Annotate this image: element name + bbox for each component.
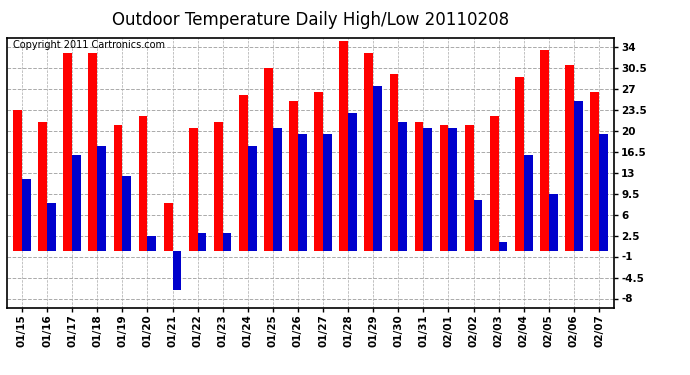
Bar <box>22 178 31 251</box>
Bar <box>490 116 499 251</box>
Bar <box>72 154 81 251</box>
Bar <box>574 100 583 250</box>
Bar <box>599 134 608 250</box>
Text: Outdoor Temperature Daily High/Low 20110208: Outdoor Temperature Daily High/Low 20110… <box>112 11 509 29</box>
Bar <box>524 154 533 251</box>
Bar <box>540 50 549 250</box>
Bar <box>424 128 432 250</box>
Bar <box>97 146 106 250</box>
Bar <box>364 53 373 250</box>
Bar <box>47 202 56 250</box>
Bar <box>373 86 382 251</box>
Bar <box>499 242 507 250</box>
Bar <box>298 134 307 250</box>
Bar <box>264 68 273 251</box>
Bar <box>339 40 348 251</box>
Bar <box>164 202 172 250</box>
Bar <box>63 53 72 250</box>
Bar <box>473 200 482 250</box>
Bar <box>13 110 22 251</box>
Bar <box>139 116 148 251</box>
Bar <box>189 128 197 250</box>
Bar <box>465 124 473 250</box>
Bar <box>549 194 558 250</box>
Bar <box>223 232 231 250</box>
Bar <box>197 232 206 250</box>
Bar <box>38 122 47 250</box>
Bar <box>590 92 599 251</box>
Bar <box>440 124 449 250</box>
Bar <box>348 112 357 251</box>
Bar <box>314 92 323 251</box>
Bar <box>289 100 298 250</box>
Bar <box>565 64 574 251</box>
Bar <box>448 128 457 250</box>
Bar <box>415 122 424 250</box>
Bar <box>214 122 223 250</box>
Bar <box>88 53 97 250</box>
Bar <box>148 236 156 250</box>
Text: Copyright 2011 Cartronics.com: Copyright 2011 Cartronics.com <box>13 40 165 50</box>
Bar <box>515 76 524 251</box>
Bar <box>273 128 282 250</box>
Bar <box>239 94 248 250</box>
Bar <box>172 251 181 290</box>
Bar <box>248 146 257 250</box>
Bar <box>122 176 131 250</box>
Bar <box>398 122 407 250</box>
Bar <box>114 124 122 250</box>
Bar <box>323 134 332 250</box>
Bar <box>390 74 398 250</box>
